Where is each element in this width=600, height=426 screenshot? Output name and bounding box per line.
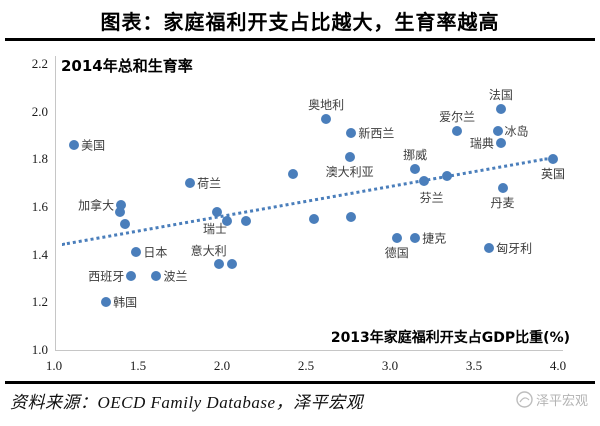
watermark-label: 泽平宏观 [535, 394, 588, 409]
data-point [495, 137, 506, 148]
data-point [391, 232, 402, 243]
data-point [213, 259, 224, 270]
data-point [346, 211, 357, 222]
point-label: 瑞典 [469, 136, 494, 151]
source-text: 资料来源：OECD Family Database，泽平宏观 [10, 393, 364, 412]
data-point [119, 218, 130, 229]
point-label: 波兰 [163, 269, 188, 284]
point-label: 美国 [81, 138, 106, 153]
data-point [309, 213, 320, 224]
x-tick-label: 4.0 [549, 358, 567, 373]
scatter-chart: 2014年总和生育率 2013年家庭福利开支占GDP比重(%) 1.0 1.2 1.… [0, 42, 600, 380]
x-tick-label: 1.5 [129, 358, 147, 373]
chart-title: 图表：家庭福利开支占比越大，生育率越高 [100, 12, 500, 34]
x-tick-label: 3.0 [381, 358, 399, 373]
data-point [492, 125, 503, 136]
point-label: 澳大利亚 [325, 164, 374, 179]
data-point [497, 182, 508, 193]
x-axis-line [55, 350, 563, 351]
y-tick-label: 2.0 [31, 103, 48, 119]
y-tick-label: 2.2 [31, 56, 48, 71]
point-label: 新西兰 [358, 126, 395, 141]
x-tick-label: 1.0 [45, 358, 63, 373]
data-point [222, 216, 233, 227]
point-label: 奥地利 [308, 97, 345, 112]
point-label: 法国 [488, 88, 513, 103]
x-tick-label: 2.5 [297, 358, 315, 373]
point-label: 芬兰 [419, 190, 444, 205]
y-axis-line [55, 56, 56, 351]
point-label: 意大利 [190, 244, 227, 259]
data-point [185, 178, 196, 189]
title-divider [5, 38, 595, 41]
data-point [344, 151, 355, 162]
point-label: 加拿大 [78, 198, 115, 213]
logo-icon [516, 391, 533, 408]
data-point [452, 125, 463, 136]
data-point [410, 163, 421, 174]
data-point [227, 259, 238, 270]
data-point [211, 206, 222, 217]
y-tick-label: 1.0 [31, 342, 48, 357]
data-point [442, 171, 453, 182]
data-point [495, 104, 506, 115]
data-point [240, 216, 251, 227]
point-label: 丹麦 [490, 195, 515, 210]
data-point [287, 168, 298, 179]
point-label: 英国 [540, 167, 565, 182]
data-point [69, 140, 80, 151]
data-point [131, 247, 142, 258]
point-label: 爱尔兰 [439, 109, 476, 124]
footer-divider [5, 381, 595, 384]
data-point [101, 297, 112, 308]
point-label: 匈牙利 [496, 241, 533, 256]
y-tick-label: 1.2 [31, 294, 48, 310]
x-tick-label: 2.0 [213, 358, 231, 373]
watermark: 泽平宏观 [516, 390, 588, 409]
data-point [114, 206, 125, 217]
data-point [410, 232, 421, 243]
point-label: 德国 [384, 245, 409, 260]
footer: 资料来源：OECD Family Database，泽平宏观 泽平宏观 [10, 388, 590, 422]
point-label: 日本 [143, 245, 168, 260]
point-label: 挪威 [403, 147, 428, 162]
data-point [126, 271, 137, 282]
trend-line [62, 156, 549, 246]
point-label: 荷兰 [197, 176, 222, 191]
data-point [547, 154, 558, 165]
point-label: 瑞士 [202, 221, 227, 236]
data-point [484, 242, 495, 253]
point-label: 捷克 [422, 231, 447, 246]
x-tick-label: 3.5 [465, 358, 483, 373]
data-point [321, 113, 332, 124]
data-point [418, 175, 429, 186]
y-axis-title: 2014年总和生育率 [61, 57, 193, 75]
x-axis-title: 2013年家庭福利开支占GDP比重(%) [330, 330, 570, 346]
point-label: 西班牙 [88, 269, 125, 284]
y-tick-label: 1.6 [31, 199, 48, 214]
y-tick-label: 1.8 [31, 151, 48, 167]
y-tick-label: 1.4 [31, 246, 48, 262]
data-point [151, 271, 162, 282]
point-label: 韩国 [113, 295, 138, 310]
point-label: 冰岛 [504, 124, 529, 139]
data-point [346, 128, 357, 139]
data-point [116, 199, 127, 210]
